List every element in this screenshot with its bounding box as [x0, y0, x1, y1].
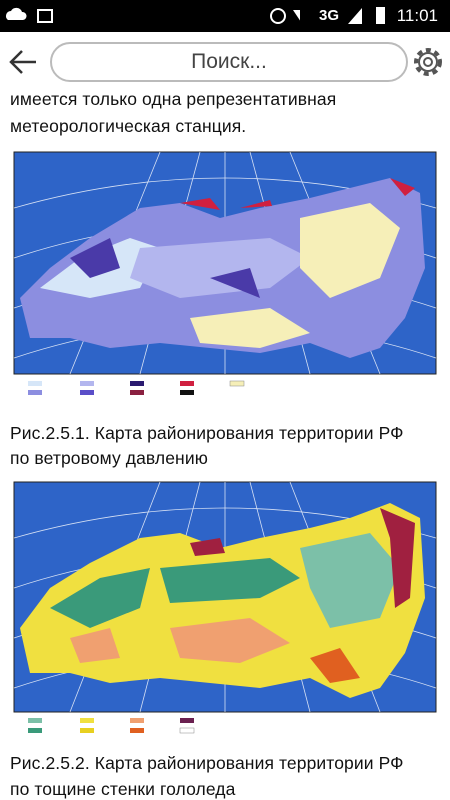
status-bar: 3G 11:01	[0, 0, 450, 32]
map-legend	[28, 380, 245, 395]
toolbar: Поиск...	[0, 32, 450, 92]
paragraph-line: имеется только одна репрезентативная	[10, 89, 337, 109]
wifi-icon	[293, 10, 300, 21]
battery-icons	[348, 7, 385, 24]
cloud-icon	[6, 7, 27, 20]
map-legend	[28, 718, 195, 734]
status-icons	[6, 7, 300, 24]
alarm-icon	[270, 8, 286, 24]
clock: 11:01	[396, 6, 438, 25]
settings-button[interactable]	[408, 32, 448, 92]
ice-map	[10, 478, 440, 740]
figure-caption: Рис.2.5.2. Карта районирования территори…	[10, 753, 404, 773]
back-button[interactable]	[4, 32, 44, 92]
wind-map	[10, 148, 440, 398]
image-icon	[37, 9, 53, 23]
search-field[interactable]: Поиск...	[50, 42, 408, 82]
figure-caption: по тощине стенки гололеда	[10, 779, 236, 799]
network-type: 3G	[319, 7, 340, 24]
battery-icon	[376, 7, 385, 24]
paragraph-line: метеорологическая станция.	[10, 116, 247, 136]
figure-caption: Рис.2.5.1. Карта районирования территори…	[10, 423, 404, 443]
figure-caption: по ветровому давлению	[10, 448, 208, 468]
signal-icon	[348, 8, 362, 24]
